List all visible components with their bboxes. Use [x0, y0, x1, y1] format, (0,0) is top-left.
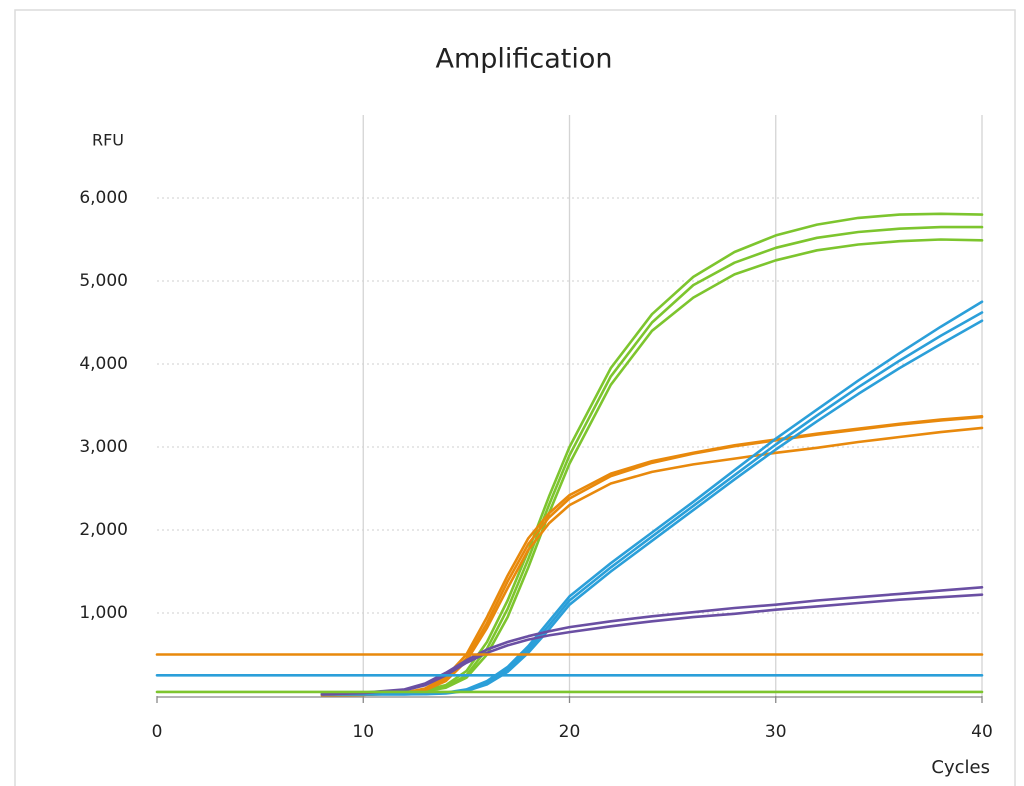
chart-title: Amplification	[435, 44, 612, 75]
line-series	[320, 238, 984, 694]
y-tick-label: 4,000	[79, 354, 128, 374]
line-series	[320, 426, 984, 697]
x-tick-label: 10	[352, 722, 374, 742]
y-tick-label: 6,000	[79, 188, 128, 208]
x-tick-label: 20	[559, 722, 581, 742]
line-series	[320, 586, 984, 696]
x-tick-label: 30	[765, 722, 787, 742]
line-series	[320, 300, 984, 696]
line-series	[320, 311, 984, 696]
line-series	[320, 319, 984, 696]
x-axis-label: Cycles	[931, 757, 990, 778]
y-axis-label: RFU	[92, 131, 124, 150]
y-tick-label: 5,000	[79, 271, 128, 291]
y-tick-label: 1,000	[79, 603, 128, 623]
x-tick-label: 40	[971, 722, 993, 742]
y-tick-label: 3,000	[79, 437, 128, 457]
line-series	[320, 593, 984, 696]
y-tick-label: 2,000	[79, 520, 128, 540]
frame	[14, 9, 1016, 786]
x-tick-label: 0	[152, 722, 163, 742]
